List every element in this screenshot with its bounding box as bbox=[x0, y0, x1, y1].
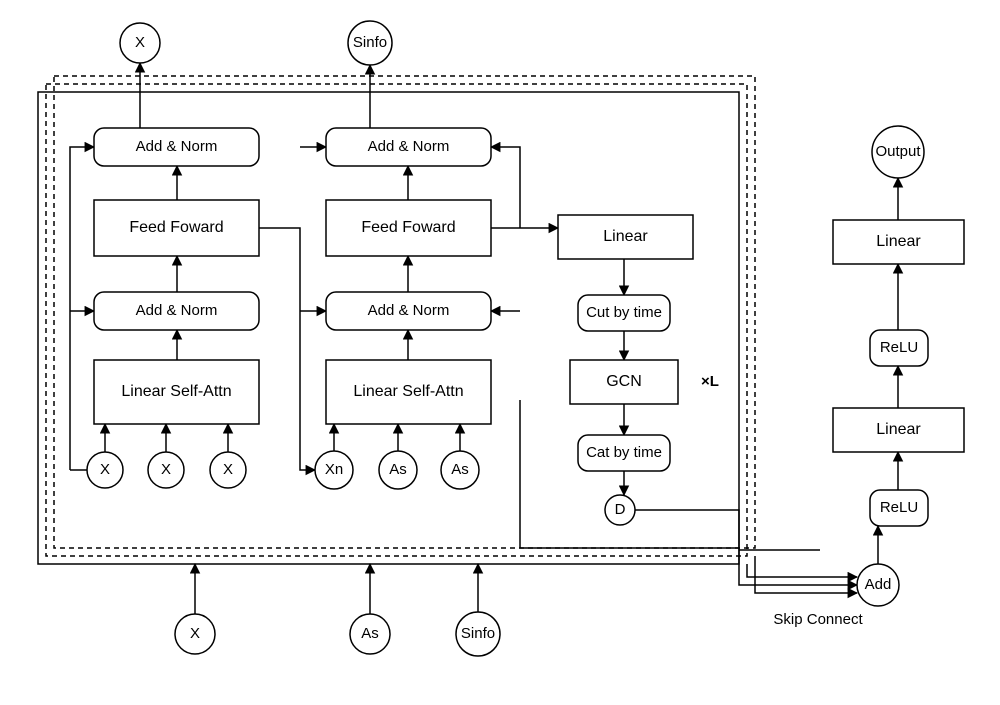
catbytime-label: Cat by time bbox=[586, 444, 662, 461]
ff-a-label: Feed Foward bbox=[129, 219, 223, 236]
edge-33 bbox=[747, 564, 857, 577]
output-label: Output bbox=[875, 143, 921, 160]
xL-label: ×L bbox=[701, 373, 719, 390]
edge-17 bbox=[259, 228, 315, 470]
xn-in-label: Xn bbox=[325, 461, 343, 478]
relu-top-label: ReLU bbox=[880, 339, 918, 356]
x-bottom-label: X bbox=[190, 625, 200, 642]
linear-c-label: Linear bbox=[603, 228, 648, 245]
x1-in-label: X bbox=[100, 461, 110, 478]
gcn-label: GCN bbox=[606, 373, 642, 390]
as-bottom-label: As bbox=[361, 625, 379, 642]
skip-label: Skip Connect bbox=[773, 611, 863, 628]
addnorm2a-label: Add & Norm bbox=[136, 302, 218, 319]
linear-t-label: Linear bbox=[876, 233, 921, 250]
add-node-label: Add bbox=[865, 576, 892, 593]
x2-in-label: X bbox=[161, 461, 171, 478]
d-out-label: D bbox=[615, 501, 626, 518]
cutbytime-label: Cut by time bbox=[586, 304, 662, 321]
relu-bot-label: ReLU bbox=[880, 499, 918, 516]
as2-in-label: As bbox=[451, 461, 469, 478]
sinfo-out-label: Sinfo bbox=[353, 34, 387, 51]
edge-14 bbox=[70, 147, 94, 470]
addnorm2b-label: Add & Norm bbox=[368, 302, 450, 319]
x-out-label: X bbox=[135, 34, 145, 51]
linear-b-label: Linear bbox=[876, 421, 921, 438]
x3-in-label: X bbox=[223, 461, 233, 478]
edge-32 bbox=[755, 556, 857, 593]
edge-30 bbox=[520, 400, 739, 548]
as1-in-label: As bbox=[389, 461, 407, 478]
sinfo-bot-label: Sinfo bbox=[461, 625, 495, 642]
ff-b-label: Feed Foward bbox=[361, 219, 455, 236]
addnorm1a-label: Add & Norm bbox=[136, 138, 218, 155]
lsa-a-label: Linear Self-Attn bbox=[121, 383, 231, 400]
addnorm1b-label: Add & Norm bbox=[368, 138, 450, 155]
edge-21 bbox=[491, 147, 520, 228]
lsa-b-label: Linear Self-Attn bbox=[353, 383, 463, 400]
architecture-diagram: Feed Foward Feed Foward Linear Self-Attn Li… bbox=[0, 0, 1000, 705]
